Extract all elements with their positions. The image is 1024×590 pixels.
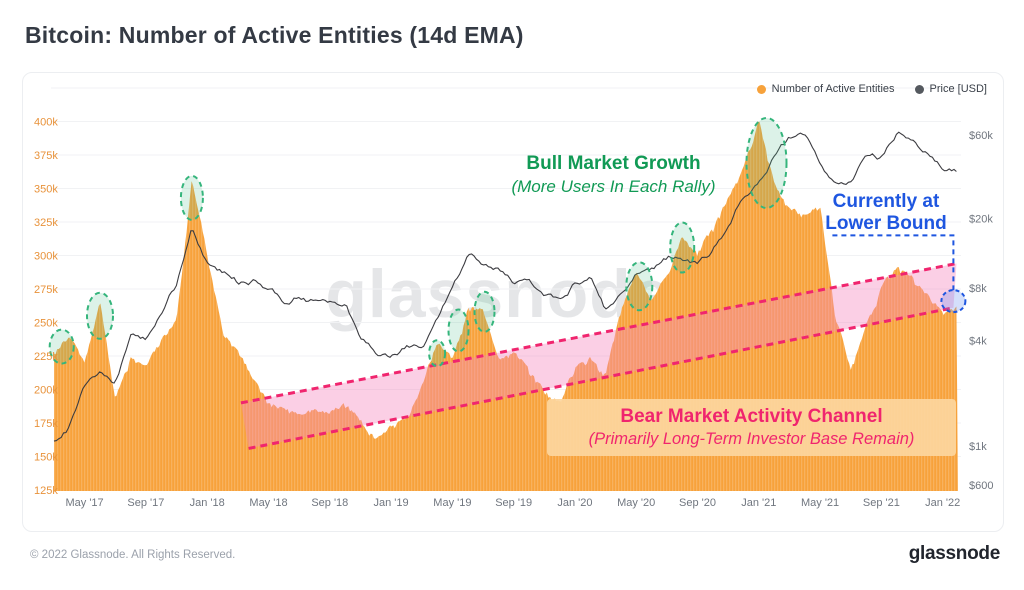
bear-channel-subtitle: (Primarily Long-Term Investor Base Remai… <box>588 430 915 449</box>
x-axis-tick: Sep '20 <box>679 497 716 509</box>
left-axis-tick: 200k <box>34 385 58 397</box>
peak-circle <box>625 261 654 312</box>
left-axis-tick: 400k <box>34 117 58 129</box>
peak-circle <box>86 291 114 340</box>
chart-legend: Number of Active Entities Price [USD] <box>756 83 987 95</box>
x-axis-tick: Sep '18 <box>311 497 348 509</box>
peak-circle <box>179 174 204 221</box>
x-axis-tick: Jan '20 <box>557 497 592 509</box>
channel-upper-line <box>240 262 957 405</box>
lower-bound-bracket <box>832 234 955 291</box>
right-axis-tick: $1k <box>969 441 987 453</box>
price-line <box>53 131 957 442</box>
x-axis-tick: May '19 <box>433 497 471 509</box>
x-axis-tick: Sep '19 <box>495 497 532 509</box>
x-axis-tick: May '21 <box>801 497 839 509</box>
chart-canvas[interactable]: 400k 375k 350k 325k 300k 275k 250k 225k 200k 175k… <box>23 73 1005 533</box>
right-axis-tick: $8k <box>969 283 987 295</box>
left-axis-tick: 250k <box>34 318 58 330</box>
right-axis-tick: $60k <box>969 130 993 142</box>
x-axis-tick: Sep '21 <box>863 497 900 509</box>
bull-market-subtitle: (More Users In Each Rally) <box>511 177 716 197</box>
right-axis-tick: $4k <box>969 336 987 348</box>
glassnode-watermark: glassnode <box>325 256 671 332</box>
legend-item-active-entities[interactable]: Number of Active Entities <box>756 83 895 95</box>
x-axis-tick: May '18 <box>249 497 287 509</box>
left-axis-tick: 350k <box>34 184 58 196</box>
left-axis-tick: 175k <box>34 418 58 430</box>
lower-bound-line2: Lower Bound <box>825 213 947 235</box>
x-axis-tick: May '20 <box>617 497 655 509</box>
orange-dot-icon <box>756 84 766 94</box>
left-axis-tick: 225k <box>34 351 58 363</box>
lower-bound-line1: Currently at <box>832 191 940 212</box>
bear-channel-band <box>240 263 957 449</box>
x-axis-tick: Jan '22 <box>925 497 960 509</box>
legend-item-price[interactable]: Price [USD] <box>914 83 987 95</box>
peak-circle <box>428 339 447 368</box>
bear-channel-annotation: Bear Market Activity Channel (Primarily … <box>547 399 956 456</box>
chart-card: glassnode 400k 375k 350k 325k 300k 275k 250k 22… <box>22 72 1004 532</box>
peak-circle <box>48 328 75 365</box>
x-axis-tick: May '17 <box>66 497 104 509</box>
x-axis-tick: Jan '19 <box>374 497 409 509</box>
peak-circle <box>669 221 696 274</box>
current-point-circle <box>940 289 967 314</box>
page-title: Bitcoin: Number of Active Entities (14d … <box>25 22 524 48</box>
gray-dot-icon <box>914 84 924 94</box>
glassnode-logo: glassnode <box>908 543 1001 564</box>
axis-labels: 400k 375k 350k 325k 300k 275k 250k 225k 200k 175k… <box>34 117 993 510</box>
peak-circle <box>447 308 470 353</box>
left-axis-tick: 150k <box>34 452 58 464</box>
bull-market-annotation: Bull Market Growth (More Users In Each R… <box>471 153 756 197</box>
left-axis-tick: 375k <box>34 150 58 162</box>
right-axis-tick: $600 <box>969 480 993 492</box>
x-axis-tick: Jan '21 <box>741 497 776 509</box>
left-axis-tick: 325k <box>34 217 58 229</box>
bull-market-title: Bull Market Growth <box>526 153 701 174</box>
peak-circle <box>745 117 788 209</box>
left-axis-tick: 300k <box>34 251 58 263</box>
copyright-text: © 2022 Glassnode. All Rights Reserved. <box>30 549 236 561</box>
x-axis-tick: Sep '17 <box>127 497 164 509</box>
peak-circle <box>473 290 496 333</box>
bear-channel-title: Bear Market Activity Channel <box>620 406 883 427</box>
left-axis-tick: 275k <box>34 284 58 296</box>
left-axis-tick: 125k <box>34 485 58 497</box>
lower-bound-annotation: Currently at Lower Bound <box>795 191 977 236</box>
x-axis-tick: Jan '18 <box>190 497 225 509</box>
right-axis-tick: $20k <box>969 213 993 225</box>
legend-label: Number of Active Entities <box>771 83 895 95</box>
legend-label: Price [USD] <box>929 83 987 95</box>
